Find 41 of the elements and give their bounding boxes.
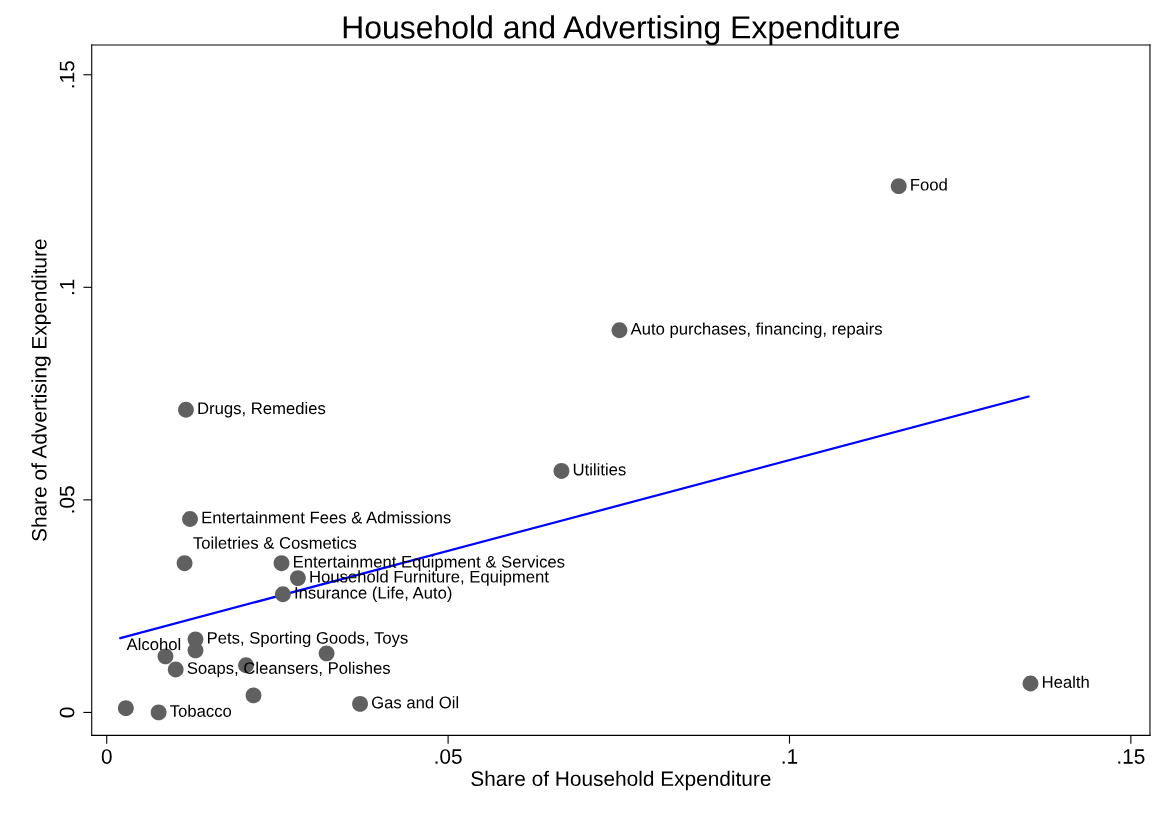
point [117,700,134,717]
point [318,645,335,662]
annotation: Toiletries & Cosmetics [193,536,357,549]
annotation: Pets, Sporting Goods, Toys [207,631,408,648]
chart-title: Household and Advertising Expenditure [343,15,900,45]
point [182,511,198,527]
point [187,642,204,659]
annotation: Entertainment Fees & Admissions [202,511,451,524]
y-tick-label: .1 [59,279,75,295]
annotation: Utilities [573,463,626,476]
annotation: Food [911,178,947,191]
y-tick-label: 0 [59,707,75,718]
y-tick-label: .05 [59,486,75,513]
point [167,661,184,678]
y-axis-title: Share of Advertising Expenditure [31,239,51,541]
point [274,586,291,603]
annotation: Alcohol [126,638,181,651]
point [273,555,290,572]
point [178,401,194,418]
x-tick-label: 0 [101,749,112,764]
point [611,322,628,339]
annotation: Insurance (Life, Auto) [295,586,452,602]
point [245,687,262,704]
x-tick-label: .1 [782,749,798,764]
annotation: Gas and Oil [371,696,459,709]
point [553,463,570,479]
annotation: Drugs, Remedies [198,401,326,418]
point [150,704,167,721]
point [890,178,907,195]
annotation: Entertainment Equipment & Services [294,555,565,571]
point [289,570,306,587]
point [352,696,368,712]
x-tick-label: .05 [435,749,462,764]
annotation: Tobacco [170,704,232,717]
annotation: Auto purchases, financing, repairs [630,322,882,339]
x-tick-label: .15 [1118,749,1145,764]
annotation: Health [1042,675,1089,688]
x-axis-title: Share of Household Expenditure [471,770,771,791]
y-tick-label: .15 [59,61,75,88]
point [1022,675,1039,692]
point [176,555,193,572]
